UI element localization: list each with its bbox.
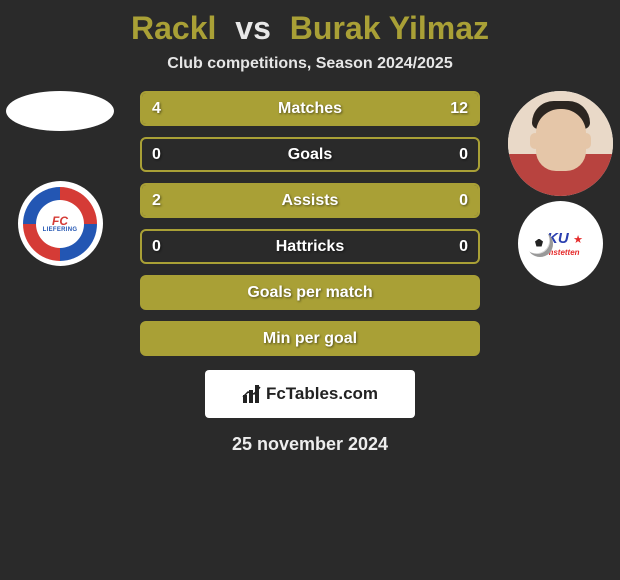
player1-avatar [6, 91, 114, 131]
stat-label: Goals per match [247, 284, 372, 302]
player1-club-badge: FC LIEFERING [18, 181, 103, 266]
subtitle: Club competitions, Season 2024/2025 [0, 55, 620, 73]
comparison-title: Rackl vs Burak Yilmaz [0, 0, 620, 55]
stat-label: Min per goal [263, 330, 357, 348]
fctables-watermark: FcTables.com [205, 370, 415, 418]
player2-name: Burak Yilmaz [290, 10, 489, 46]
fctables-label: FcTables.com [266, 384, 378, 404]
vs-label: vs [235, 10, 271, 46]
stat-value-left: 0 [152, 146, 161, 164]
stat-value-left: 2 [152, 192, 161, 210]
stat-label: Hattricks [276, 238, 344, 256]
club1-badge-name: LIEFERING [43, 227, 78, 233]
stat-row: 2 0 Assists [140, 183, 480, 218]
player2-avatar [508, 91, 613, 196]
comparison-container: FC LIEFERING SKU ★ Amstetten [0, 91, 620, 356]
stat-value-right: 0 [459, 192, 468, 210]
stat-value-right: 12 [450, 100, 468, 118]
right-column: SKU ★ Amstetten [505, 91, 615, 286]
stat-row: 4 12 Matches [140, 91, 480, 126]
stat-label: Matches [278, 100, 342, 118]
stat-fill-right [226, 93, 478, 124]
stat-label: Goals [288, 146, 332, 164]
player1-name: Rackl [131, 10, 216, 46]
club1-badge-fc: FC [52, 215, 68, 227]
stat-row: Goals per match [140, 275, 480, 310]
stat-row: 0 0 Hattricks [140, 229, 480, 264]
stat-value-left: 4 [152, 100, 161, 118]
stat-row: 0 0 Goals [140, 137, 480, 172]
stat-value-right: 0 [459, 146, 468, 164]
stat-row: Min per goal [140, 321, 480, 356]
chart-icon [242, 384, 262, 404]
date-label: 25 november 2024 [0, 434, 620, 455]
stat-value-right: 0 [459, 238, 468, 256]
stats-list: 4 12 Matches 0 0 Goals 2 0 Assists 0 0 Hattricks Goa… [140, 91, 480, 356]
stat-value-left: 0 [152, 238, 161, 256]
left-column: FC LIEFERING [5, 91, 115, 266]
star-icon: ★ [573, 234, 583, 246]
stat-label: Assists [282, 192, 339, 210]
player2-club-badge: SKU ★ Amstetten [518, 201, 603, 286]
